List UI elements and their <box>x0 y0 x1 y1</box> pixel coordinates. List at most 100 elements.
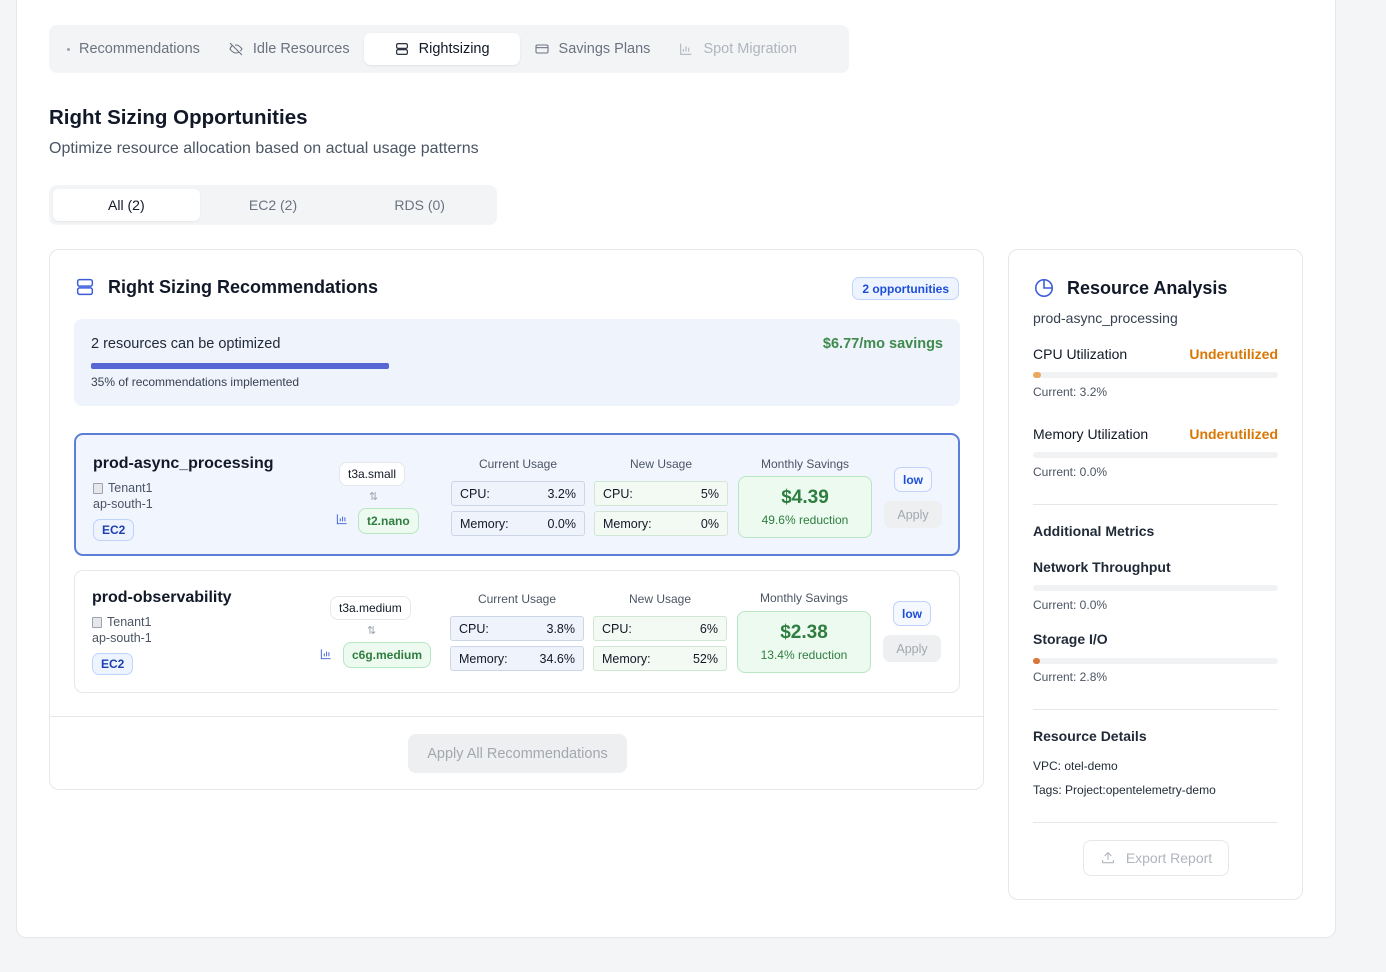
monthly-savings-header: Monthly Savings <box>760 457 850 471</box>
filter-tab-ec2[interactable]: EC2 (2) <box>248 197 298 213</box>
upload-icon <box>1101 851 1114 864</box>
current-usage-header: Current Usage <box>477 592 557 606</box>
filter-tab-bar: All (2) EC2 (2) RDS (0) <box>49 185 497 225</box>
savings-box: $2.38 13.4% reduction <box>737 611 871 673</box>
tab-savings-plans[interactable]: Savings Plans <box>520 33 665 65</box>
tenant-label: Tenant1 <box>92 615 151 629</box>
filter-tab-rds[interactable]: RDS (0) <box>394 197 445 213</box>
additional-metrics-title: Additional Metrics <box>1033 523 1155 539</box>
page-title: Right Sizing Opportunities <box>49 106 308 129</box>
savings-reduction: 13.4% reduction <box>760 648 848 662</box>
memory-utilization-label: Memory Utilization <box>1033 426 1149 442</box>
swap-arrow-icon: ⇅ <box>367 625 377 637</box>
cpu-utilization-label: CPU Utilization <box>1033 346 1128 362</box>
resource-type-badge: EC2 <box>92 653 134 675</box>
current-usage-header: Current Usage <box>478 457 558 471</box>
progress-text: 35% of recommendations implemented <box>91 375 300 389</box>
resource-type-badge: EC2 <box>93 519 135 541</box>
analysis-title: Resource Analysis <box>1067 277 1228 298</box>
priority-badge: low <box>894 467 932 492</box>
storage-fill <box>1033 658 1040 664</box>
chart-icon[interactable] <box>335 512 349 526</box>
server-icon <box>76 278 94 296</box>
opportunities-badge: 2 opportunities <box>852 277 959 300</box>
analysis-resource: prod-async_processing <box>1033 310 1178 326</box>
divider <box>1033 709 1278 710</box>
tab-recommendations[interactable]: Recommendations <box>53 33 214 65</box>
current-instance: t3a.medium <box>330 596 411 620</box>
tab-rightsizing[interactable]: Rightsizing <box>363 33 520 65</box>
filter-tab-all[interactable]: All (2) <box>53 189 200 221</box>
divider <box>1033 504 1278 505</box>
savings-amount: $2.38 <box>780 622 828 643</box>
apply-button[interactable]: Apply <box>884 501 942 528</box>
card-title: Right Sizing Recommendations <box>108 276 379 297</box>
recommendations-header: Right Sizing Recommendations <box>74 276 378 298</box>
storage-io-label: Storage I/O <box>1033 631 1108 647</box>
memory-utilization-state: Underutilized <box>1189 426 1278 442</box>
new-memory: Memory: 0% <box>594 511 728 536</box>
tab-spot-migration[interactable]: Spot Migration <box>664 33 811 65</box>
progress-bar <box>91 363 389 369</box>
network-current: Current: 0.0% <box>1033 598 1108 612</box>
export-report-button[interactable]: Export Report <box>1083 840 1229 876</box>
analysis-header: Resource Analysis <box>1033 277 1227 299</box>
resource-analysis-panel: Resource Analysis prod-async_processing … <box>1008 249 1303 900</box>
savings-reduction: 49.6% reduction <box>761 513 849 527</box>
network-throughput-bar <box>1033 585 1278 591</box>
recommendations-card: Right Sizing Recommendations 2 opportuni… <box>49 249 984 790</box>
memory-utilization-bar <box>1033 452 1278 458</box>
tab-idle-resources[interactable]: Idle Resources <box>214 33 364 65</box>
total-savings: $6.77/mo savings <box>822 336 943 352</box>
new-memory: Memory: 52% <box>593 646 727 671</box>
resource-name: prod-async_processing <box>93 455 274 472</box>
current-instance: t3a.small <box>339 462 406 486</box>
swap-arrow-icon: ⇅ <box>369 491 379 503</box>
new-usage-header: New Usage <box>628 592 692 606</box>
savings-box: $4.39 49.6% reduction <box>738 476 872 538</box>
summary-text: 2 resources can be optimized <box>91 336 281 352</box>
summary-box: 2 resources can be optimized 35% of reco… <box>74 319 960 406</box>
cpu-fill <box>1033 372 1041 378</box>
resource-name: prod-observability <box>92 589 232 606</box>
recommendation-row[interactable]: prod-async_processing Tenant1 ap-south-1… <box>74 433 960 556</box>
vpc-detail: VPC: otel-demo <box>1033 759 1118 773</box>
current-memory: Memory: 0.0% <box>451 511 585 536</box>
cpu-utilization-bar <box>1033 372 1278 378</box>
cpu-current: Current: 3.2% <box>1033 385 1108 399</box>
building-icon <box>92 616 102 628</box>
savings-amount: $4.39 <box>781 487 829 508</box>
network-throughput-label: Network Throughput <box>1033 559 1171 575</box>
dot-icon <box>67 47 70 51</box>
eye-off-icon <box>229 42 243 56</box>
recommended-instance: c6g.medium <box>343 642 432 668</box>
new-cpu: CPU: 6% <box>593 616 727 641</box>
current-cpu: CPU: 3.8% <box>450 616 584 641</box>
bar-chart-icon <box>680 43 692 55</box>
region-label: ap-south-1 <box>92 631 152 645</box>
server-icon <box>395 43 408 55</box>
page-subtitle: Optimize resource allocation based on ac… <box>49 140 479 157</box>
chart-icon[interactable] <box>319 647 333 661</box>
priority-badge: low <box>893 601 931 626</box>
current-cpu: CPU: 3.2% <box>451 481 585 506</box>
divider <box>1033 822 1278 823</box>
building-icon <box>93 482 103 494</box>
cpu-utilization-state: Underutilized <box>1189 346 1278 362</box>
apply-all-button[interactable]: Apply All Recommendations <box>408 734 627 773</box>
resource-details-title: Resource Details <box>1033 728 1147 744</box>
recommendation-row[interactable]: prod-observability Tenant1 ap-south-1 EC… <box>74 570 960 693</box>
storage-io-bar <box>1033 658 1278 664</box>
credit-card-icon <box>535 44 549 54</box>
memory-current: Current: 0.0% <box>1033 465 1108 479</box>
tenant-label: Tenant1 <box>93 481 152 495</box>
new-cpu: CPU: 5% <box>594 481 728 506</box>
divider <box>50 716 983 717</box>
top-tab-bar: Recommendations Idle Resources Rightsizi… <box>49 25 849 73</box>
new-usage-header: New Usage <box>629 457 693 471</box>
pie-chart-icon <box>1035 278 1054 297</box>
current-memory: Memory: 34.6% <box>450 646 584 671</box>
apply-button[interactable]: Apply <box>883 635 941 662</box>
recommended-instance: t2.nano <box>358 508 419 534</box>
tags-detail: Tags: Project:opentelemetry-demo <box>1033 783 1216 797</box>
